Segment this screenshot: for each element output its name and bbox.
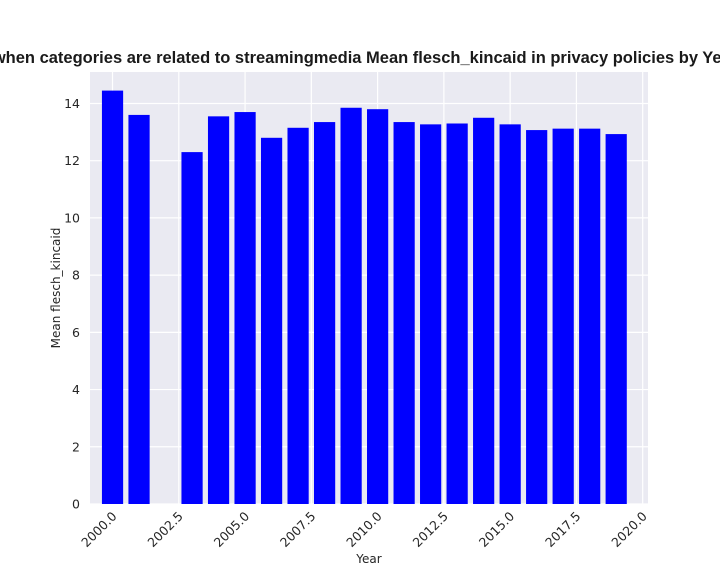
chart-title: when categories are related to streaming…	[0, 49, 720, 67]
bar-2009	[340, 107, 362, 504]
y-tick-label: 10	[64, 210, 80, 225]
y-axis-label: Mean flesch_kincaid	[49, 228, 63, 349]
bar-2001	[128, 114, 150, 504]
bar-2013	[446, 123, 468, 504]
bar-2003	[181, 152, 203, 504]
bar-2006	[260, 137, 283, 504]
bar-2010	[367, 109, 389, 505]
bar-2004	[207, 116, 230, 505]
x-axis-label: Year	[355, 552, 381, 566]
x-tick-label: 2010.0	[343, 508, 385, 550]
y-tick-label: 6	[72, 325, 80, 340]
bar-2008	[313, 122, 336, 504]
bar-2000	[101, 90, 124, 505]
bar-2011	[393, 122, 415, 504]
y-tick-label: 12	[64, 153, 80, 168]
bar-2007	[287, 127, 309, 504]
x-tick-label: 2007.5	[277, 509, 319, 551]
y-tick-label: 8	[72, 268, 80, 283]
bar-2016	[526, 130, 548, 504]
y-tick-label: 14	[64, 96, 80, 111]
bar-2005	[234, 112, 256, 504]
bar-2012	[420, 124, 442, 504]
bar-2017	[552, 128, 574, 504]
x-tick-label: 2000.0	[78, 508, 120, 550]
x-tick-label: 2015.0	[476, 508, 518, 550]
bars	[101, 90, 627, 505]
y-tick-label: 2	[72, 439, 80, 454]
x-axis-ticks: 2000.0 2002.5 2005.0 2007.5 2010.0 2012.5 2015…	[78, 508, 650, 550]
y-tick-label: 4	[72, 382, 80, 397]
x-tick-label: 2002.5	[144, 509, 186, 551]
bar-2014	[473, 117, 495, 504]
x-tick-label: 2012.5	[409, 509, 451, 551]
x-tick-label: 2017.5	[542, 509, 584, 551]
y-axis-ticks: 0 2 4 6 8 10 12 14	[64, 96, 80, 512]
x-tick-label: 2005.0	[211, 508, 253, 550]
bar-2019	[605, 134, 627, 504]
x-tick-label: 2020.0	[608, 508, 650, 550]
y-tick-label: 0	[72, 497, 80, 512]
bar-2015	[499, 124, 521, 504]
bar-2018	[579, 128, 601, 504]
